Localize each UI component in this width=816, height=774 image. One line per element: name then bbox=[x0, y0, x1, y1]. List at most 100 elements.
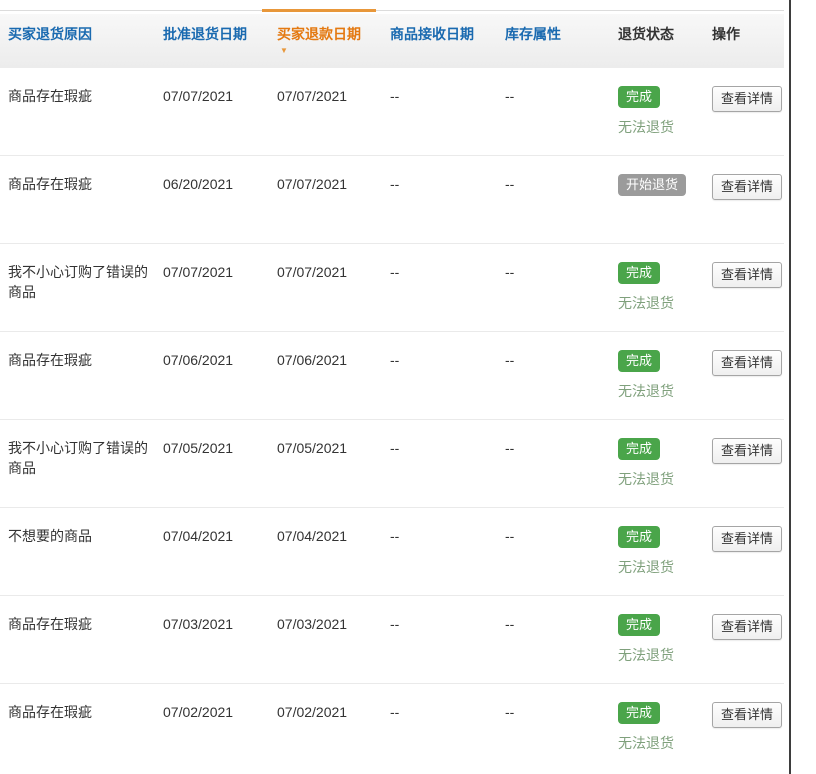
status-note: 无法退货 bbox=[618, 647, 674, 663]
status-badge: 完成 bbox=[618, 86, 661, 108]
action-cell: 查看详情 bbox=[705, 332, 784, 419]
status-note: 无法退货 bbox=[618, 471, 674, 487]
status-badge: 完成 bbox=[618, 350, 661, 372]
action-cell: 查看详情 bbox=[705, 508, 784, 595]
status-badge: 开始退货 bbox=[618, 174, 687, 196]
table-row: 我不小心订购了错误的商品 07/07/2021 07/07/2021 -- --… bbox=[0, 244, 784, 332]
refund-date-cell: 07/02/2021 bbox=[277, 704, 348, 720]
table-row: 商品存在瑕疵 07/07/2021 07/07/2021 -- -- 完成 无法… bbox=[0, 68, 784, 156]
inventory-attr-cell: -- bbox=[505, 616, 515, 632]
returns-table: 买家退货原因 批准退货日期 买家退款日期 ▼ 商品接收日期 库存属性 退货状态 … bbox=[0, 14, 784, 772]
view-details-button[interactable]: 查看详情 bbox=[712, 438, 783, 464]
approve-date-cell: 07/03/2021 bbox=[163, 616, 234, 632]
return-reason-cell: 商品存在瑕疵 bbox=[8, 176, 92, 192]
view-details-button[interactable]: 查看详情 bbox=[712, 350, 783, 376]
status-cell: 完成 无法退货 bbox=[612, 684, 705, 772]
status-badge: 完成 bbox=[618, 438, 661, 460]
table-header: 买家退货原因 批准退货日期 买家退款日期 ▼ 商品接收日期 库存属性 退货状态 … bbox=[0, 14, 784, 68]
status-badge: 完成 bbox=[618, 262, 661, 284]
status-note: 无法退货 bbox=[618, 735, 674, 751]
column-header-receive-date[interactable]: 商品接收日期 bbox=[390, 26, 474, 42]
return-reason-cell: 商品存在瑕疵 bbox=[8, 704, 92, 720]
status-note: 无法退货 bbox=[618, 119, 674, 135]
return-reason-cell: 我不小心订购了错误的商品 bbox=[8, 440, 148, 476]
table-row: 商品存在瑕疵 07/03/2021 07/03/2021 -- -- 完成 无法… bbox=[0, 596, 784, 684]
refund-date-cell: 07/07/2021 bbox=[277, 176, 348, 192]
inventory-attr-cell: -- bbox=[505, 264, 515, 280]
view-details-button[interactable]: 查看详情 bbox=[712, 86, 783, 112]
approve-date-cell: 07/02/2021 bbox=[163, 704, 234, 720]
status-cell: 完成 无法退货 bbox=[612, 332, 705, 419]
column-header-inventory-attr[interactable]: 库存属性 bbox=[505, 26, 561, 42]
view-details-button[interactable]: 查看详情 bbox=[712, 614, 783, 640]
receive-date-cell: -- bbox=[390, 264, 400, 280]
status-note: 无法退货 bbox=[618, 559, 674, 575]
table-row: 我不小心订购了错误的商品 07/05/2021 07/05/2021 -- --… bbox=[0, 420, 784, 508]
vertical-scrollbar[interactable] bbox=[789, 0, 791, 774]
approve-date-cell: 07/07/2021 bbox=[163, 88, 234, 104]
return-reason-cell: 商品存在瑕疵 bbox=[8, 616, 92, 632]
refund-date-cell: 07/03/2021 bbox=[277, 616, 348, 632]
return-reason-cell: 不想要的商品 bbox=[8, 528, 92, 544]
receive-date-cell: -- bbox=[390, 440, 400, 456]
inventory-attr-cell: -- bbox=[505, 88, 515, 104]
refund-date-cell: 07/07/2021 bbox=[277, 264, 348, 280]
table-top-divider bbox=[0, 10, 784, 11]
status-badge: 完成 bbox=[618, 526, 661, 548]
column-header-refund-date[interactable]: 买家退款日期 ▼ bbox=[270, 14, 385, 68]
column-header-approve-date[interactable]: 批准退货日期 bbox=[163, 26, 247, 42]
action-cell: 查看详情 bbox=[705, 420, 784, 507]
action-cell: 查看详情 bbox=[705, 68, 784, 155]
view-details-button[interactable]: 查看详情 bbox=[712, 702, 783, 728]
status-cell: 完成 无法退货 bbox=[612, 508, 705, 595]
return-reason-cell: 商品存在瑕疵 bbox=[8, 88, 92, 104]
refund-date-cell: 07/06/2021 bbox=[277, 352, 348, 368]
table-row: 商品存在瑕疵 06/20/2021 07/07/2021 -- -- 开始退货 … bbox=[0, 156, 784, 244]
sort-desc-arrow-icon: ▼ bbox=[280, 46, 288, 55]
approve-date-cell: 06/20/2021 bbox=[163, 176, 234, 192]
receive-date-cell: -- bbox=[390, 352, 400, 368]
table-row: 商品存在瑕疵 07/06/2021 07/06/2021 -- -- 完成 无法… bbox=[0, 332, 784, 420]
column-header-actions: 操作 bbox=[712, 26, 740, 42]
refund-date-cell: 07/07/2021 bbox=[277, 88, 348, 104]
column-header-return-reason[interactable]: 买家退货原因 bbox=[8, 26, 92, 42]
action-cell: 查看详情 bbox=[705, 596, 784, 683]
return-reason-cell: 商品存在瑕疵 bbox=[8, 352, 92, 368]
status-cell: 完成 无法退货 bbox=[612, 244, 705, 331]
status-note: 无法退货 bbox=[618, 295, 674, 311]
receive-date-cell: -- bbox=[390, 528, 400, 544]
inventory-attr-cell: -- bbox=[505, 704, 515, 720]
view-details-button[interactable]: 查看详情 bbox=[712, 526, 783, 552]
status-note: 无法退货 bbox=[618, 383, 674, 399]
inventory-attr-cell: -- bbox=[505, 440, 515, 456]
table-row: 商品存在瑕疵 07/02/2021 07/02/2021 -- -- 完成 无法… bbox=[0, 684, 784, 772]
status-cell: 完成 无法退货 bbox=[612, 68, 705, 155]
column-header-label: 买家退款日期 bbox=[277, 26, 361, 42]
action-cell: 查看详情 bbox=[705, 244, 784, 331]
inventory-attr-cell: -- bbox=[505, 352, 515, 368]
column-header-return-status: 退货状态 bbox=[618, 26, 674, 42]
table-body: 商品存在瑕疵 07/07/2021 07/07/2021 -- -- 完成 无法… bbox=[0, 68, 784, 772]
status-badge: 完成 bbox=[618, 614, 661, 636]
receive-date-cell: -- bbox=[390, 176, 400, 192]
approve-date-cell: 07/04/2021 bbox=[163, 528, 234, 544]
receive-date-cell: -- bbox=[390, 616, 400, 632]
inventory-attr-cell: -- bbox=[505, 528, 515, 544]
refund-date-cell: 07/05/2021 bbox=[277, 440, 348, 456]
refund-date-cell: 07/04/2021 bbox=[277, 528, 348, 544]
table-row: 不想要的商品 07/04/2021 07/04/2021 -- -- 完成 无法… bbox=[0, 508, 784, 596]
approve-date-cell: 07/06/2021 bbox=[163, 352, 234, 368]
action-cell: 查看详情 bbox=[705, 156, 784, 243]
approve-date-cell: 07/07/2021 bbox=[163, 264, 234, 280]
sorted-column-indicator bbox=[262, 9, 376, 12]
status-cell: 完成 无法退货 bbox=[612, 596, 705, 683]
approve-date-cell: 07/05/2021 bbox=[163, 440, 234, 456]
receive-date-cell: -- bbox=[390, 88, 400, 104]
return-reason-cell: 我不小心订购了错误的商品 bbox=[8, 264, 148, 300]
view-details-button[interactable]: 查看详情 bbox=[712, 174, 783, 200]
view-details-button[interactable]: 查看详情 bbox=[712, 262, 783, 288]
inventory-attr-cell: -- bbox=[505, 176, 515, 192]
status-badge: 完成 bbox=[618, 702, 661, 724]
action-cell: 查看详情 bbox=[705, 684, 784, 772]
